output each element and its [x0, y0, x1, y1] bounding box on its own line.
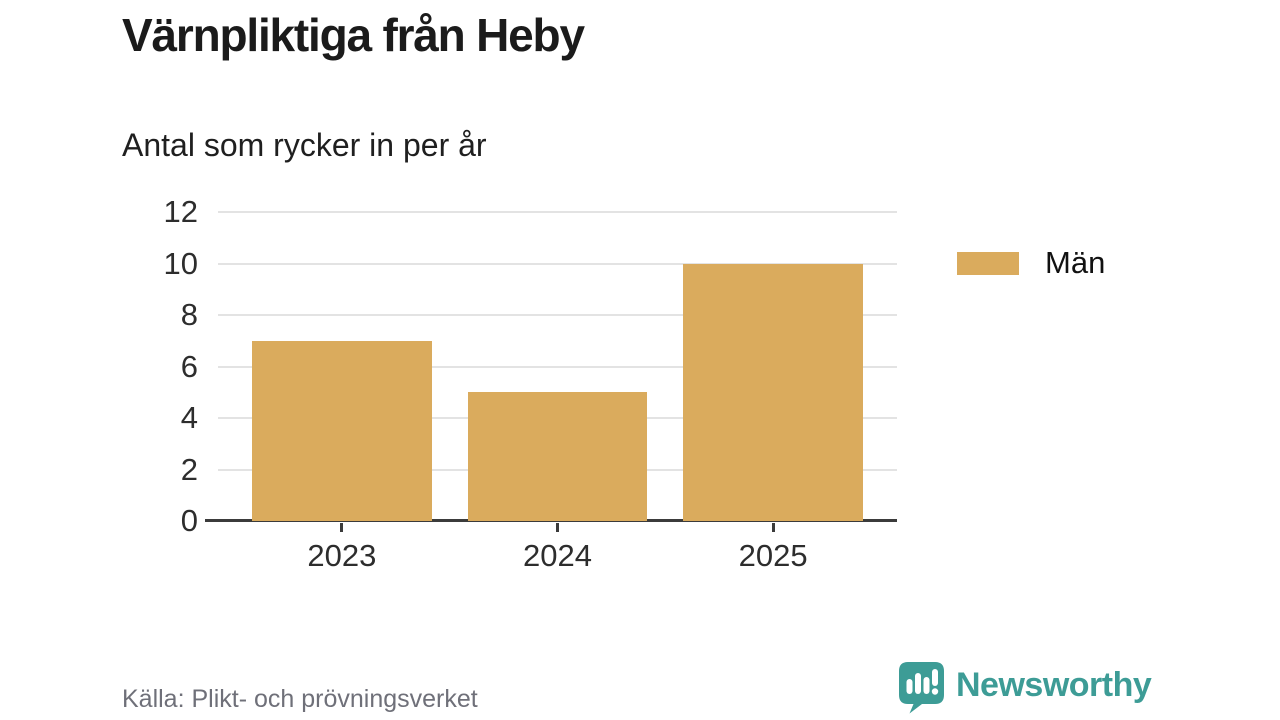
source-note: Källa: Plikt- och prövningsverket: [122, 685, 478, 713]
plot-area: 0 2 4 6 8 10 12 2023 2024 2025: [164, 194, 897, 573]
page-title: Värnpliktiga från Heby: [122, 9, 585, 61]
legend-swatch: [957, 251, 1019, 275]
y-axis-tick-label: 6: [180, 348, 198, 384]
legend-item: Män: [957, 245, 1105, 281]
bar-chart-speech-bubble-icon: [899, 662, 944, 714]
x-axis-tick: [556, 523, 559, 532]
bar-2024: [467, 392, 648, 521]
brand-logo: Newsworthy: [898, 661, 1152, 714]
y-axis-tick-label: 10: [163, 245, 198, 281]
bar-2025: [683, 263, 863, 521]
x-axis-tick: [771, 523, 775, 532]
gridline: [218, 365, 897, 368]
x-axis-tick: [340, 523, 344, 532]
y-axis-tick-label: 8: [180, 297, 198, 332]
gridline: [218, 262, 897, 265]
bar-2023: [252, 340, 432, 521]
legend: Män: [957, 245, 1105, 281]
gridline: [218, 211, 897, 213]
y-axis-tick-label: 0: [180, 503, 198, 538]
legend-label: Män: [1045, 245, 1106, 280]
x-axis-tick-label: 2024: [523, 538, 592, 573]
y-axis-tick-label: 4: [180, 400, 198, 435]
y-axis-tick-label: 2: [180, 451, 198, 487]
y-axis-tick-label: 12: [163, 194, 198, 229]
x-axis-tick-label: 2025: [738, 538, 808, 573]
chart-subtitle: Antal som rycker in per år: [122, 127, 487, 163]
brand-name: Newsworthy: [956, 666, 1152, 704]
gridline: [218, 314, 897, 316]
x-axis-tick-label: 2023: [307, 538, 377, 573]
